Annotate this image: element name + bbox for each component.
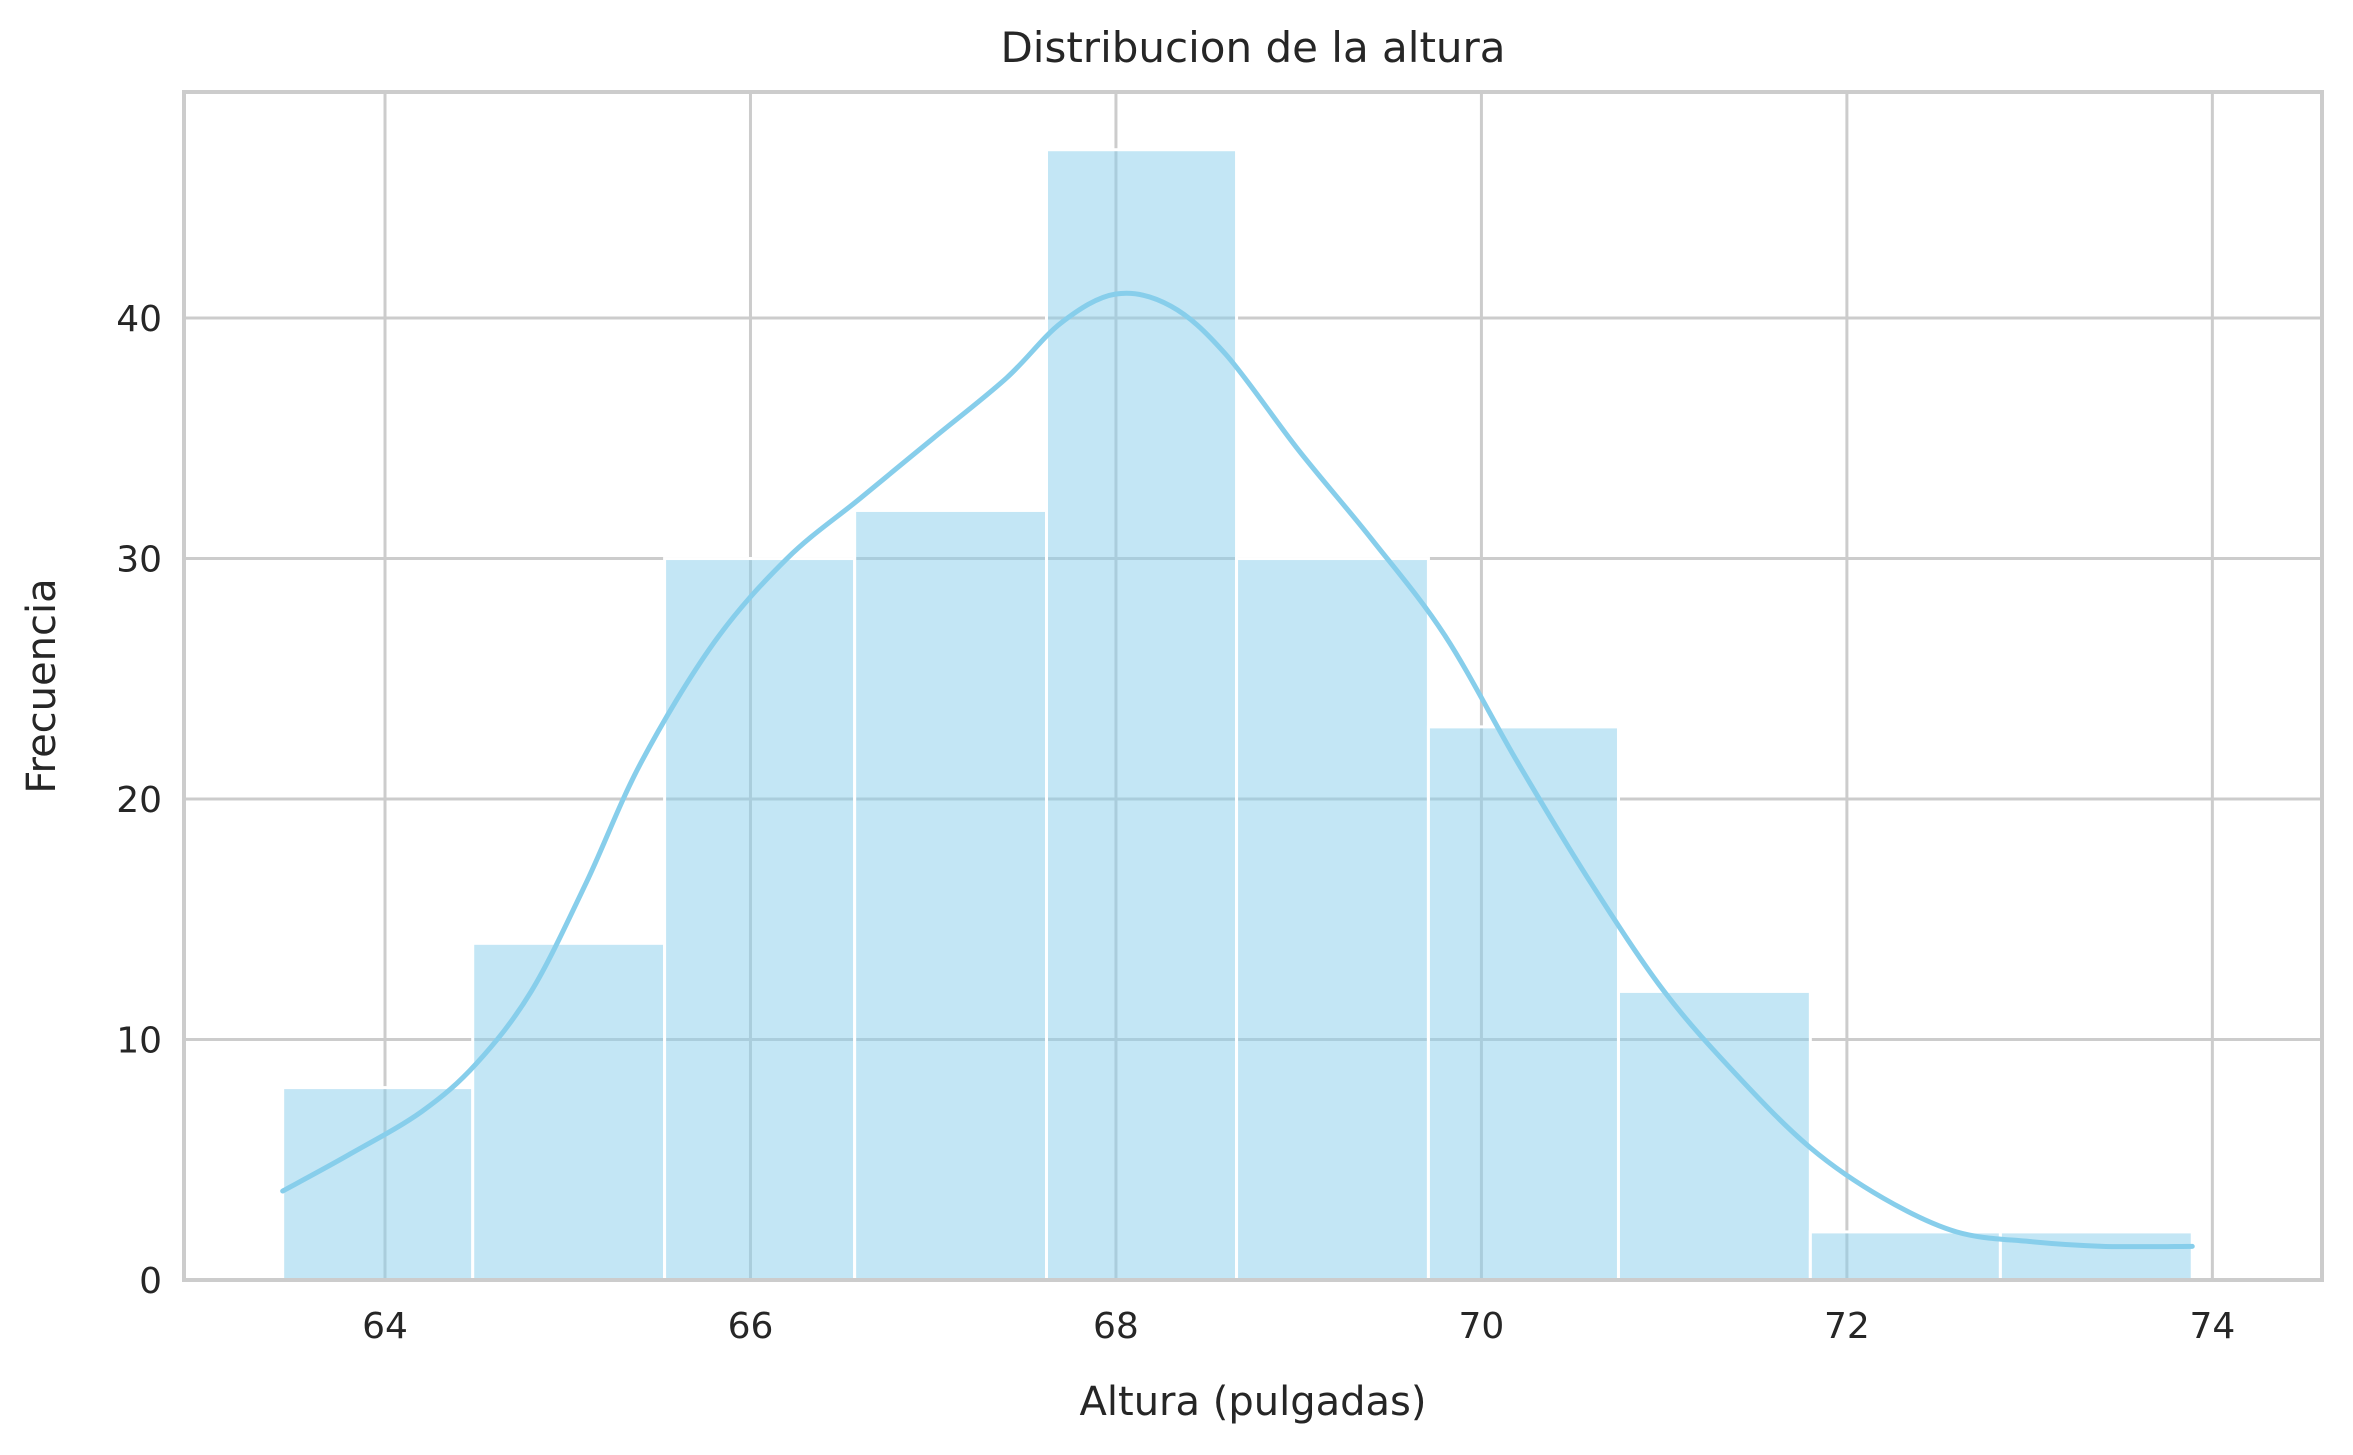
x-tick-label: 66 xyxy=(728,1306,774,1347)
x-tick-label: 64 xyxy=(362,1306,408,1347)
x-tick-label: 74 xyxy=(2189,1306,2235,1347)
histogram-bar xyxy=(1235,557,1430,1282)
chart-title: Distribucion de la altura xyxy=(1000,23,1505,72)
histogram-bar xyxy=(663,557,857,1282)
histogram-bar xyxy=(471,941,667,1282)
histogram-bars xyxy=(281,148,2194,1282)
x-tick-label: 70 xyxy=(1459,1306,1505,1347)
x-tick-labels: 64 66 68 70 72 74 xyxy=(362,1306,2235,1347)
histogram-bar xyxy=(1808,1230,2002,1282)
histogram-bar xyxy=(281,1086,475,1282)
x-tick-label: 72 xyxy=(1824,1306,1870,1347)
histogram-bar xyxy=(1616,989,1812,1282)
x-tick-label: 68 xyxy=(1093,1306,1139,1347)
plot-area-frame xyxy=(182,90,2324,1282)
x-axis-title: Altura (pulgadas) xyxy=(1080,1379,1427,1425)
kde-line xyxy=(280,290,2195,1250)
histogram-bar xyxy=(853,508,1049,1282)
y-tick-label: 20 xyxy=(116,780,162,821)
y-tick-label: 40 xyxy=(116,299,162,340)
y-tick-label: 0 xyxy=(139,1261,162,1302)
y-tick-label: 30 xyxy=(116,540,162,581)
kde-curve-group xyxy=(280,290,2195,1250)
histogram-bar xyxy=(1426,725,1620,1282)
y-tick-label: 10 xyxy=(116,1021,162,1062)
y-axis-title: Frecuencia xyxy=(19,578,65,793)
histogram-bar xyxy=(1998,1230,2194,1282)
histogram-bar xyxy=(1045,148,1239,1282)
y-tick-labels: 0 10 20 30 40 xyxy=(116,299,162,1302)
